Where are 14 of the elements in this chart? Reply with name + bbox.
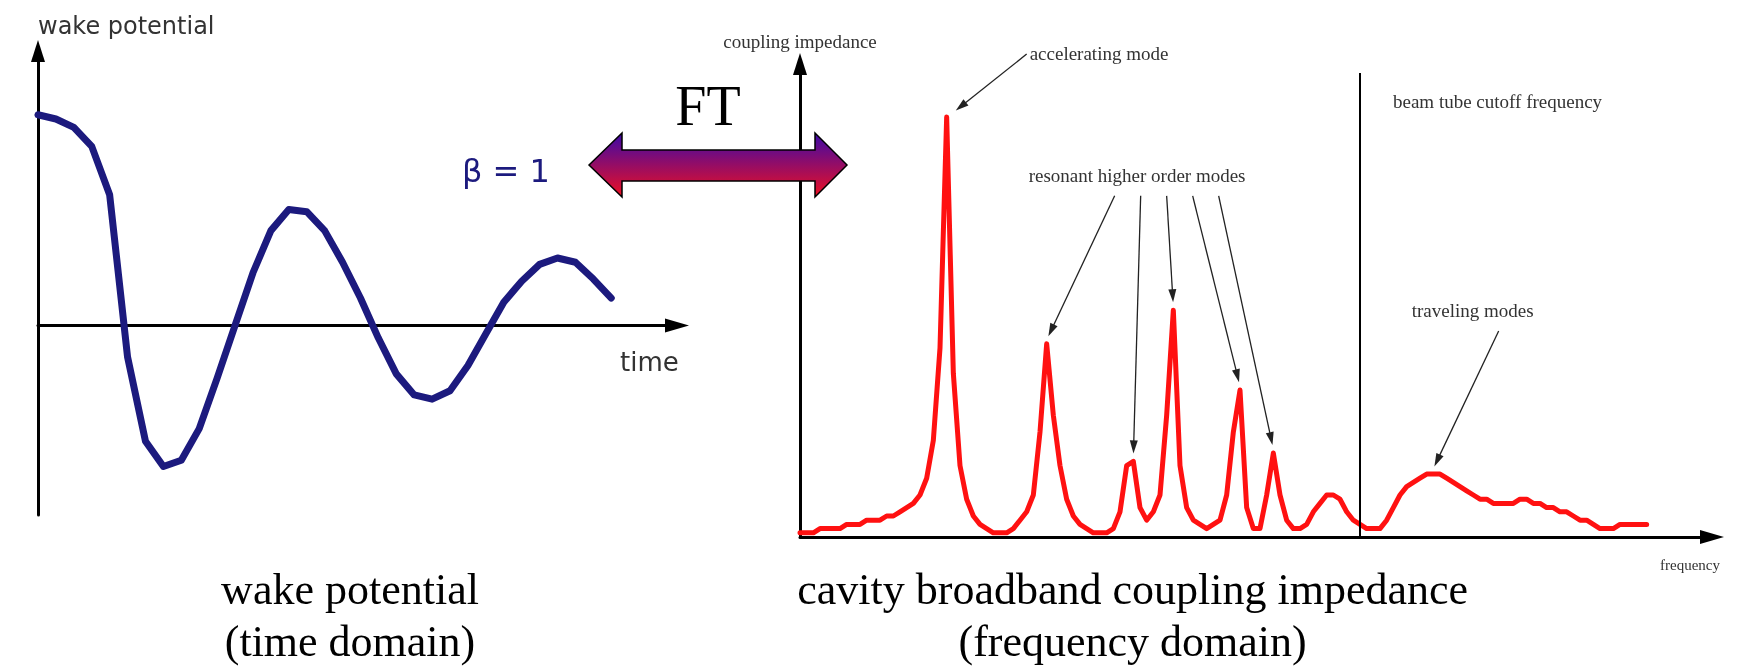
text: β = 1 [462,152,550,190]
text: FT [675,75,741,137]
text: (time domain) [224,616,476,666]
text: (frequency domain) [958,616,1307,666]
x-axis-title: frequency [1660,556,1721,573]
y-axis-title: wake potential [38,12,215,40]
y-axis-title: coupling impedance [723,31,877,52]
text: accelerating mode [1029,43,1169,65]
annotation: resonant higher order modes [1028,164,1246,186]
annotation: traveling modes [1411,300,1534,322]
text: wake potential [221,564,479,614]
text: cavity broadband coupling impedance [797,564,1469,614]
text: beam tube cutoff frequency [1393,91,1603,112]
x-axis-title: time [620,347,679,378]
